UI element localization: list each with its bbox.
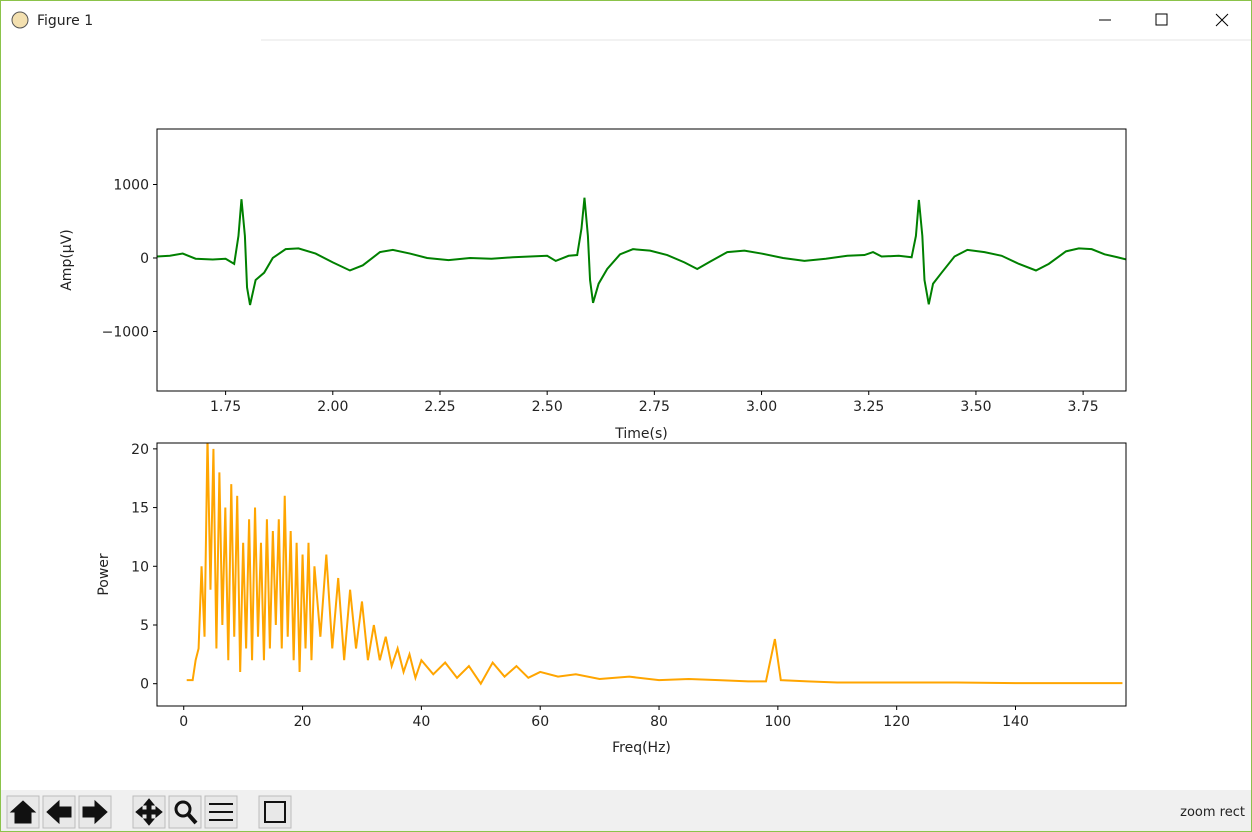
x-tick-label: 60	[531, 714, 549, 730]
x-tick-label: 3.25	[853, 399, 884, 415]
x-tick-label: 2.25	[424, 399, 455, 415]
x-tick-label: 20	[294, 714, 312, 730]
close[interactable]	[1215, 13, 1229, 27]
title-bar	[1, 1, 1251, 40]
x-tick-label: 3.75	[1068, 399, 1099, 415]
y-tick-label: 10	[131, 559, 149, 575]
data-line	[157, 197, 1126, 306]
x-tick-label: 2.75	[639, 399, 670, 415]
x-axis-label: Time(s)	[614, 426, 667, 442]
y-axis-label: Power	[96, 553, 112, 596]
zoom-icon	[174, 800, 192, 818]
window-title: Figure 1	[37, 13, 93, 29]
x-tick-label: 0	[179, 714, 188, 730]
status-text: zoom rect	[1180, 805, 1245, 820]
x-tick-label: 140	[1002, 714, 1029, 730]
y-tick-label: 1000	[113, 177, 149, 193]
axes-frame	[156, 128, 1127, 392]
toolbar-buttons	[6, 795, 292, 829]
y-tick-label: 15	[131, 501, 149, 517]
x-tick-label: 2.50	[532, 399, 563, 415]
x-tick-label: 80	[650, 714, 668, 730]
back-icon	[46, 799, 72, 825]
zoom-handle	[186, 812, 198, 825]
x-tick-label: 3.50	[960, 399, 991, 415]
data-line	[186, 443, 1123, 686]
x-tick-label: 1.75	[210, 399, 241, 415]
forward-icon	[82, 799, 108, 825]
y-tick-label: 0	[140, 677, 149, 693]
y-tick-label: 0	[140, 251, 149, 267]
x-tick-label: 120	[883, 714, 910, 730]
y-tick-label: 20	[131, 442, 149, 458]
x-tick-label: 100	[764, 714, 791, 730]
y-tick-label: −1000	[102, 324, 149, 340]
save-button[interactable]	[258, 795, 292, 829]
y-axis-label: Amp(µV)	[59, 229, 75, 291]
pan-icon	[135, 798, 163, 826]
x-tick-label: 40	[412, 714, 430, 730]
y-tick-label: 5	[140, 618, 149, 634]
maximize[interactable]	[1155, 13, 1168, 26]
axes-frame	[156, 442, 1127, 707]
subplots-icon	[209, 803, 233, 821]
x-tick-label: 3.00	[746, 399, 777, 415]
home-icon	[9, 800, 37, 824]
app-icon	[11, 11, 29, 29]
x-axis-label: Freq(Hz)	[612, 740, 671, 756]
x-tick-label: 2.00	[317, 399, 348, 415]
save-icon	[264, 801, 286, 823]
